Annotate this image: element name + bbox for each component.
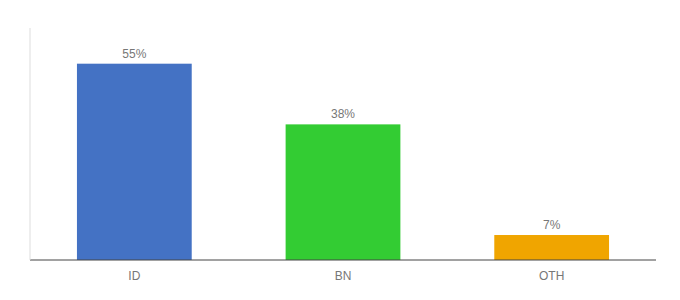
data-label: 55% xyxy=(122,47,146,61)
bar xyxy=(494,235,609,260)
chart-container: ID BN OTH 55% 38% 7% xyxy=(0,0,680,300)
bar xyxy=(286,124,401,260)
x-tick-label: OTH xyxy=(539,269,564,283)
y-axis-line xyxy=(30,28,31,260)
bar xyxy=(77,64,192,260)
x-tick-label: ID xyxy=(128,269,140,283)
chart: ID BN OTH 55% 38% 7% xyxy=(0,0,680,300)
data-label: 7% xyxy=(543,218,561,232)
x-tick-label: BN xyxy=(335,269,352,283)
data-label: 38% xyxy=(331,107,355,121)
bars xyxy=(77,64,609,260)
x-axis-line xyxy=(30,260,656,261)
